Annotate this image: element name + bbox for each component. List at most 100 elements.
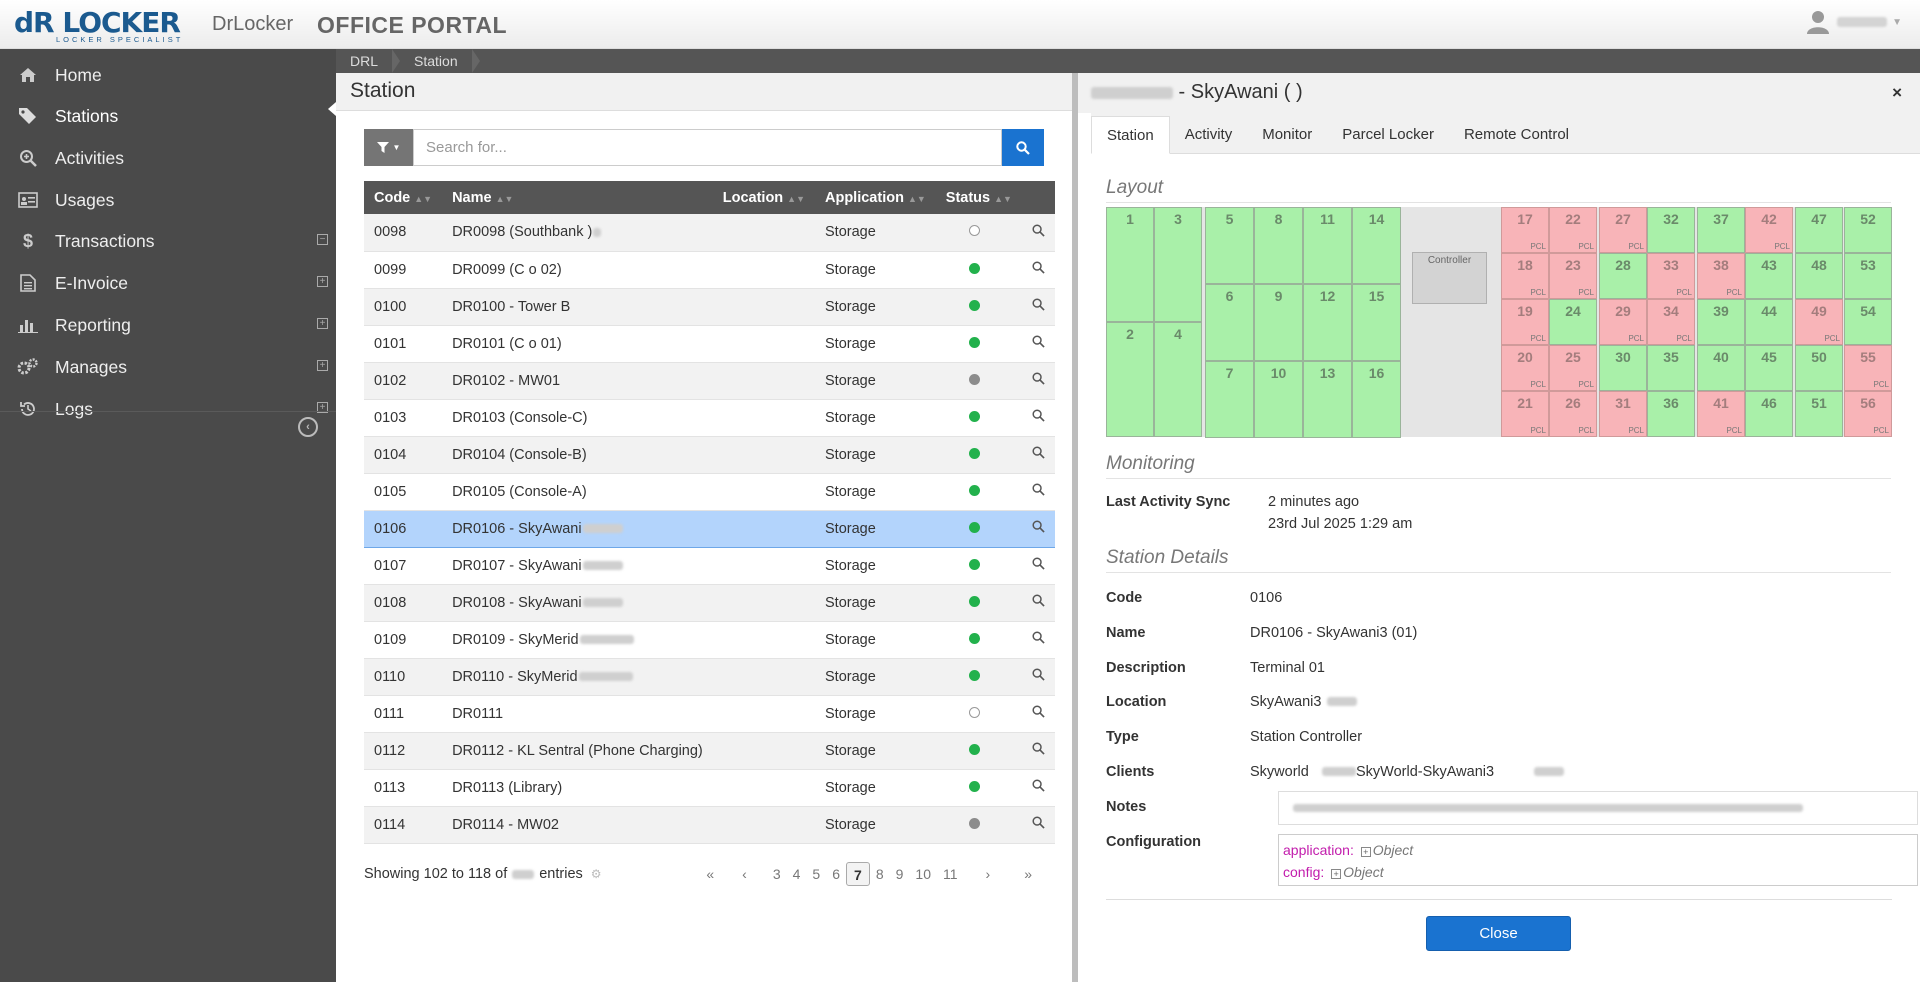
table-row[interactable]: 0104 DR0104 (Console-B) Storage xyxy=(364,436,1055,474)
column-header-location[interactable]: Location ▲▼ xyxy=(712,181,815,214)
locker-cell[interactable]: 9 xyxy=(1254,284,1303,361)
locker-cell[interactable]: 1 xyxy=(1106,207,1154,322)
search-input[interactable] xyxy=(413,129,1002,166)
locker-cell[interactable]: 29 PCL xyxy=(1599,299,1647,345)
sidebar-item-activities[interactable]: Activities xyxy=(0,138,336,178)
search-icon[interactable] xyxy=(1032,409,1045,422)
table-row[interactable]: 0109 DR0109 - SkyMerid Storage xyxy=(364,621,1055,659)
locker-cell[interactable]: 34 PCL xyxy=(1647,299,1695,345)
table-row[interactable]: 0112 DR0112 - KL Sentral (Phone Charging)… xyxy=(364,732,1055,770)
locker-cell[interactable]: 48 xyxy=(1795,253,1843,299)
sidebar-item-home[interactable]: Home xyxy=(0,55,336,95)
page-link[interactable]: 8 xyxy=(875,866,884,882)
expand-icon[interactable]: + xyxy=(317,276,328,287)
table-row[interactable]: 0110 DR0110 - SkyMerid Storage xyxy=(364,658,1055,696)
tab-activity[interactable]: Activity xyxy=(1184,125,1233,143)
locker-cell[interactable]: 28 xyxy=(1599,253,1647,299)
locker-cell[interactable]: 46 xyxy=(1745,391,1793,437)
settings-icon[interactable]: ⚙ xyxy=(590,867,602,881)
locker-cell[interactable]: 11 xyxy=(1303,207,1352,284)
search-icon[interactable] xyxy=(1032,594,1045,607)
search-icon[interactable] xyxy=(1032,261,1045,274)
search-icon[interactable] xyxy=(1032,779,1045,792)
locker-cell[interactable]: 51 xyxy=(1795,391,1843,437)
search-icon[interactable] xyxy=(1032,298,1045,311)
column-header-application[interactable]: Application ▲▼ xyxy=(815,181,936,214)
table-row[interactable]: 0113 DR0113 (Library) Storage xyxy=(364,769,1055,807)
panel-splitter[interactable] xyxy=(1072,73,1078,982)
table-row[interactable]: 0101 DR0101 (C o 01) Storage xyxy=(364,325,1055,363)
locker-cell[interactable]: 38 PCL xyxy=(1697,253,1745,299)
locker-cell[interactable]: 49 PCL xyxy=(1795,299,1843,345)
locker-cell[interactable]: 18 PCL xyxy=(1501,253,1549,299)
tab-station[interactable]: Station xyxy=(1091,116,1170,154)
expand-icon[interactable]: − xyxy=(317,234,328,245)
search-icon[interactable] xyxy=(1032,372,1045,385)
column-header-name[interactable]: Name ▲▼ xyxy=(442,181,713,214)
user-menu[interactable]: ▼ xyxy=(1807,10,1902,34)
sidebar-item-logs[interactable]: Logs + xyxy=(0,389,336,429)
expand-icon[interactable]: + xyxy=(1331,869,1342,879)
locker-cell[interactable]: 16 xyxy=(1352,361,1401,438)
locker-cell[interactable]: 21 PCL xyxy=(1501,391,1549,437)
config-entry[interactable]: application: + Object xyxy=(1283,839,1913,861)
search-icon[interactable] xyxy=(1032,335,1045,348)
page-link[interactable]: ‹ xyxy=(742,866,747,882)
search-icon[interactable] xyxy=(1032,446,1045,459)
search-button[interactable] xyxy=(1002,129,1044,166)
locker-cell[interactable]: 44 xyxy=(1745,299,1793,345)
locker-cell[interactable]: 7 xyxy=(1205,361,1254,438)
sidebar-item-transactions[interactable]: $ Transactions − xyxy=(0,221,336,261)
sidebar-item-reporting[interactable]: Reporting + xyxy=(0,305,336,345)
table-row[interactable]: 0100 DR0100 - Tower B Storage xyxy=(364,288,1055,326)
locker-cell[interactable]: 36 xyxy=(1647,391,1695,437)
locker-cell[interactable]: 13 xyxy=(1303,361,1352,438)
tab-monitor[interactable]: Monitor xyxy=(1262,125,1313,143)
filter-button[interactable]: ▼ xyxy=(364,129,413,166)
page-link[interactable]: 3 xyxy=(772,866,781,882)
page-link[interactable]: › xyxy=(985,866,991,882)
locker-cell[interactable]: 56 PCL xyxy=(1844,391,1892,437)
locker-cell[interactable]: 14 xyxy=(1352,207,1401,284)
locker-cell[interactable]: 32 xyxy=(1647,207,1695,253)
locker-cell[interactable]: 20 PCL xyxy=(1501,345,1549,391)
search-icon[interactable] xyxy=(1032,520,1045,533)
locker-cell[interactable]: 37 xyxy=(1697,207,1745,253)
search-icon[interactable] xyxy=(1032,631,1045,644)
locker-cell[interactable]: 6 xyxy=(1205,284,1254,361)
search-icon[interactable] xyxy=(1032,668,1045,681)
page-link[interactable]: 9 xyxy=(895,866,904,882)
locker-cell[interactable]: 55 PCL xyxy=(1844,345,1892,391)
locker-cell[interactable]: 31 PCL xyxy=(1599,391,1647,437)
expand-icon[interactable]: + xyxy=(317,360,328,371)
locker-cell[interactable]: 23 PCL xyxy=(1549,253,1597,299)
page-link[interactable]: 5 xyxy=(812,866,821,882)
column-header-status[interactable]: Status ▲▼ xyxy=(935,181,1022,214)
page-link[interactable]: 11 xyxy=(942,866,958,882)
locker-cell[interactable]: 54 xyxy=(1844,299,1892,345)
locker-cell[interactable]: 39 xyxy=(1697,299,1745,345)
table-row[interactable]: 0108 DR0108 - SkyAwani Storage xyxy=(364,584,1055,622)
table-row[interactable]: 0111 DR0111 Storage xyxy=(364,695,1055,733)
locker-cell[interactable]: 8 xyxy=(1254,207,1303,284)
locker-cell[interactable]: 22 PCL xyxy=(1549,207,1597,253)
page-link[interactable]: 6 xyxy=(832,866,841,882)
collapse-sidebar-icon[interactable]: ‹ xyxy=(298,417,318,437)
expand-icon[interactable]: + xyxy=(317,402,328,413)
locker-cell[interactable]: 35 xyxy=(1647,345,1695,391)
search-icon[interactable] xyxy=(1032,705,1045,718)
search-icon[interactable] xyxy=(1032,742,1045,755)
locker-cell[interactable]: 47 xyxy=(1795,207,1843,253)
locker-cell[interactable]: 17 PCL xyxy=(1501,207,1549,253)
locker-cell[interactable]: 53 xyxy=(1844,253,1892,299)
page-link[interactable]: 7 xyxy=(846,862,870,886)
sidebar-item-usages[interactable]: Usages xyxy=(0,180,336,220)
locker-cell[interactable]: 50 xyxy=(1795,345,1843,391)
column-header-code[interactable]: Code ▲▼ xyxy=(364,181,443,214)
locker-cell[interactable]: 3 xyxy=(1154,207,1202,322)
breadcrumb-item-station[interactable]: Station xyxy=(414,53,458,69)
breadcrumb-item-drl[interactable]: DRL xyxy=(350,53,379,69)
table-row[interactable]: 0114 DR0114 - MW02 Storage xyxy=(364,806,1055,844)
locker-cell[interactable]: 27 PCL xyxy=(1599,207,1647,253)
brand-logo[interactable]: dR LOCKER LOCKER SPECIALIST xyxy=(14,9,204,45)
